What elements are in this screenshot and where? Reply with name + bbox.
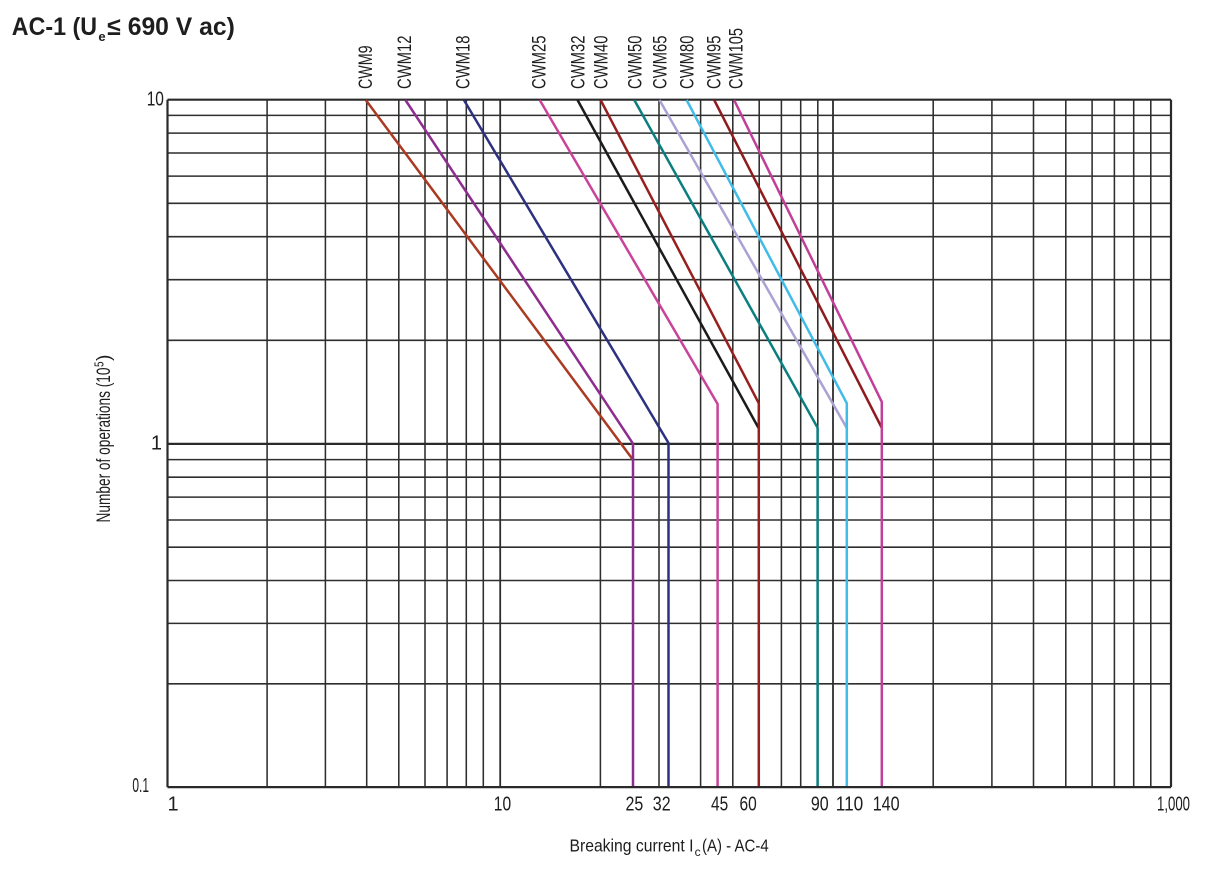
svg-text:45: 45 (711, 793, 728, 815)
svg-text:CWM50: CWM50 (624, 35, 646, 89)
svg-text:CWM12: CWM12 (394, 36, 416, 90)
svg-text:1,000: 1,000 (1157, 793, 1190, 815)
svg-text:CWM9: CWM9 (355, 45, 377, 89)
svg-text:110: 110 (836, 793, 863, 815)
svg-text:): ) (93, 355, 115, 362)
svg-text:CWM95: CWM95 (704, 35, 726, 89)
svg-text:0.1: 0.1 (132, 775, 149, 797)
svg-text:CWM80: CWM80 (677, 35, 699, 89)
svg-text:32: 32 (653, 793, 671, 815)
svg-text:AC-1 (U: AC-1 (U (12, 13, 97, 41)
svg-text:CWM105: CWM105 (725, 28, 747, 89)
svg-text:CWM65: CWM65 (650, 35, 672, 89)
svg-text:25: 25 (626, 793, 644, 815)
svg-text:5: 5 (92, 362, 107, 368)
svg-text:Number of operations (10: Number of operations (10 (93, 367, 115, 522)
svg-text:CWM40: CWM40 (591, 35, 613, 89)
svg-text:e: e (98, 29, 105, 44)
svg-text:10: 10 (494, 793, 511, 815)
svg-text:CWM32: CWM32 (568, 36, 590, 90)
svg-text:60: 60 (740, 793, 757, 815)
svg-text:c: c (695, 845, 701, 859)
svg-text:CWM25: CWM25 (529, 35, 551, 89)
svg-text:10: 10 (147, 89, 164, 111)
svg-text:(A) - AC-4: (A) - AC-4 (702, 835, 769, 855)
svg-text:≤ 690 V ac): ≤ 690 V ac) (107, 13, 235, 41)
svg-text:CWM18: CWM18 (452, 36, 474, 90)
svg-text:90: 90 (811, 793, 829, 815)
svg-text:Breaking current I: Breaking current I (570, 835, 694, 855)
svg-text:1: 1 (151, 432, 162, 454)
svg-text:140: 140 (873, 793, 900, 815)
svg-text:1: 1 (167, 793, 178, 815)
